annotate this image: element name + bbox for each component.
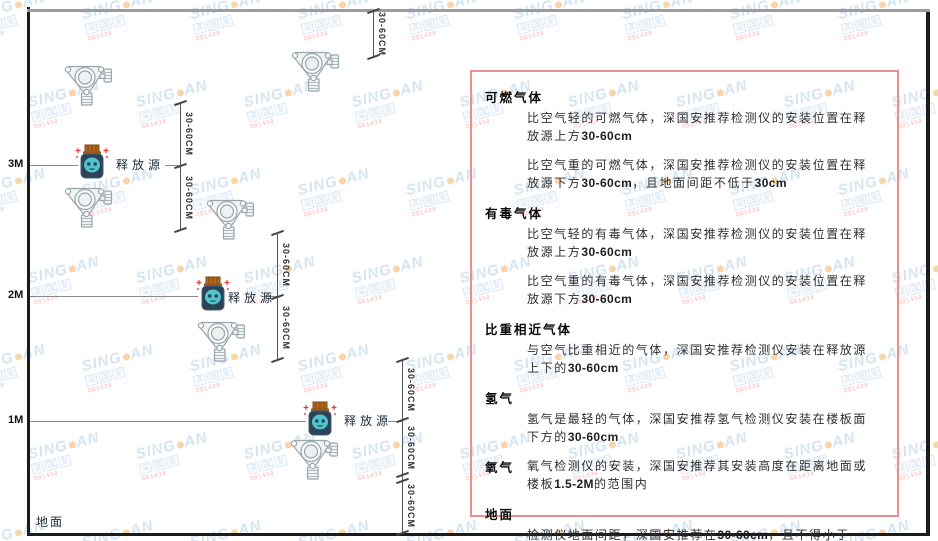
panel-section: 地面检测仪地面间距，深国安推荐在30-60cm，且不得小于30cm，因为过低容易…	[472, 504, 885, 541]
gas-detector-icon	[64, 65, 112, 106]
dim-label: 30-60CM	[281, 243, 291, 288]
dim-tick	[271, 356, 284, 364]
section-paragraph: 比空气轻的可燃气体，深国安推荐检测仪的安装位置在释放源上方30-60cm	[527, 111, 868, 143]
height-label-1m: 1M	[8, 414, 24, 426]
release-source-label: 释放源	[116, 158, 165, 172]
section-paragraph: 检测仪地面间距，深国安推荐在30-60cm，且不得小于30cm，因为过低容易水溅…	[527, 528, 850, 541]
dim-line-1m	[402, 360, 403, 533]
height-line-2m	[30, 296, 198, 297]
height-label-3m: 3M	[8, 158, 24, 170]
release-source-label: 释放源	[228, 291, 277, 305]
dim-label: 30-60CM	[184, 176, 194, 221]
height-line-1m	[30, 421, 306, 422]
dim-label: 30-60CM	[406, 426, 416, 471]
section-paragraph: 比空气重的有毒气体，深国安推荐检测仪的安装位置在释放源下方30-60cm	[527, 274, 868, 306]
release-source-icon	[303, 401, 337, 436]
ground-label: 地面	[36, 515, 65, 529]
dim-label: 30-60CM	[377, 12, 387, 57]
panel-section: 氧气 氧气检测仪的安装，深国安推荐其安装高度在距离地面或楼板1.5-2M的范围内	[472, 457, 885, 493]
section-paragraph: 与空气比重相近的气体，深国安推荐检测仪安装在释放源上下的30-60cm	[527, 343, 868, 375]
dim-line-top	[373, 11, 374, 57]
connector-2m	[263, 296, 277, 297]
gas-detector-icon	[197, 321, 245, 362]
connector-1m	[388, 421, 402, 422]
panel-section: 有毒气体比空气轻的有毒气体，深国安推荐检测仪的安装位置在释放源上方30-60cm…	[472, 203, 885, 308]
guideline-panel: 可燃气体比空气轻的可燃气体，深国安推荐检测仪的安装位置在释放源上方30-60cm…	[470, 70, 899, 541]
gas-detector-icon	[291, 51, 339, 92]
connector-3m	[165, 165, 180, 166]
section-heading: 比重相近气体	[485, 323, 573, 337]
gas-detector-icon	[206, 199, 254, 240]
section-paragraph: 比空气重的可燃气体，深国安推荐检测仪的安装位置在释放源下方30-60cm，且地面…	[527, 158, 868, 190]
gas-detector-icon	[64, 187, 112, 228]
release-source-icon	[75, 144, 109, 179]
ground-line	[27, 533, 930, 536]
section-heading: 有毒气体	[485, 207, 544, 221]
dim-label: 30-60CM	[184, 112, 194, 157]
release-source-icon	[196, 276, 230, 311]
section-paragraph: 氧气检测仪的安装，深国安推荐其安装高度在距离地面或楼板1.5-2M的范围内	[527, 459, 868, 491]
right-wall-line	[926, 9, 930, 536]
dim-label: 30-60CM	[406, 484, 416, 529]
ceiling-line	[27, 9, 930, 12]
section-heading: 可燃气体	[485, 91, 544, 105]
height-line-3m	[30, 165, 78, 166]
dim-label: 30-60CM	[406, 368, 416, 413]
section-heading: 氢气	[485, 392, 515, 406]
dim-label: 30-60CM	[281, 306, 291, 351]
section-heading: 地面	[485, 508, 515, 522]
section-paragraph: 氢气是最轻的气体，深国安推荐氢气检测仪安装在楼板面下方的30-60cm	[527, 412, 868, 444]
dim-tick	[174, 226, 187, 234]
release-source-label: 释放源	[344, 414, 393, 428]
panel-section: 氢气 氢气是最轻的气体，深国安推荐氢气检测仪安装在楼板面下方的30-60cm	[472, 388, 885, 446]
height-label-2m: 2M	[8, 289, 24, 301]
gas-detector-icon	[290, 439, 338, 480]
section-paragraph: 比空气轻的有毒气体，深国安推荐检测仪的安装位置在释放源上方30-60cm	[527, 227, 868, 259]
panel-section: 可燃气体比空气轻的可燃气体，深国安推荐检测仪的安装位置在释放源上方30-60cm…	[472, 87, 885, 192]
section-heading: 氧气	[485, 461, 515, 475]
left-wall-line	[27, 7, 30, 536]
panel-section: 比重相近气体与空气比重相近的气体，深国安推荐检测仪安装在释放源上下的30-60c…	[472, 319, 885, 377]
